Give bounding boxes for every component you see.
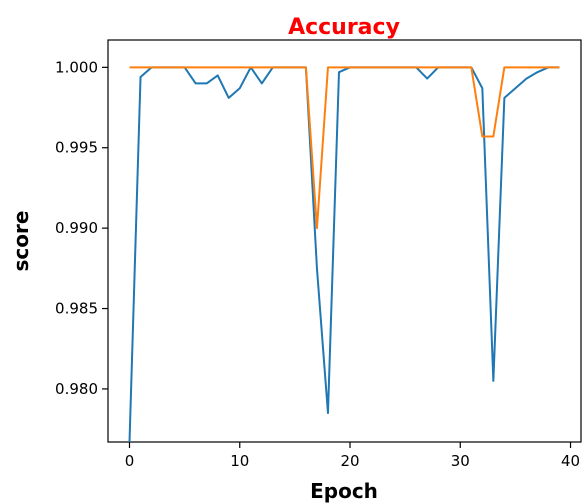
x-axis-ticks: 0 10 20 30 40 bbox=[125, 442, 580, 470]
x-tick-label: 20 bbox=[340, 452, 359, 470]
series-line-2 bbox=[129, 66, 560, 230]
y-tick-label: 0.985 bbox=[55, 300, 98, 318]
y-axis-ticks: 0.980 0.985 0.990 0.995 1.000 bbox=[55, 58, 108, 398]
x-tick-label: 10 bbox=[230, 452, 249, 470]
y-axis-label: score bbox=[9, 211, 33, 272]
y-tick-label: 0.990 bbox=[55, 219, 98, 237]
x-tick-label: 0 bbox=[125, 452, 135, 470]
series-layer bbox=[128, 66, 560, 443]
plot-frame bbox=[107, 39, 582, 443]
plot-area: 0 10 20 30 40 0.980 0.985 0.990 0.995 1.000 bbox=[55, 39, 582, 470]
y-tick-label: 1.000 bbox=[55, 58, 98, 76]
y-tick-label: 0.995 bbox=[55, 139, 98, 157]
x-tick-label: 40 bbox=[561, 452, 580, 470]
x-tick-label: 30 bbox=[451, 452, 470, 470]
x-axis-label: Epoch bbox=[310, 479, 378, 503]
series-line-1 bbox=[128, 66, 560, 443]
chart-title: Accuracy bbox=[288, 15, 400, 40]
y-tick-label: 0.980 bbox=[55, 380, 98, 398]
